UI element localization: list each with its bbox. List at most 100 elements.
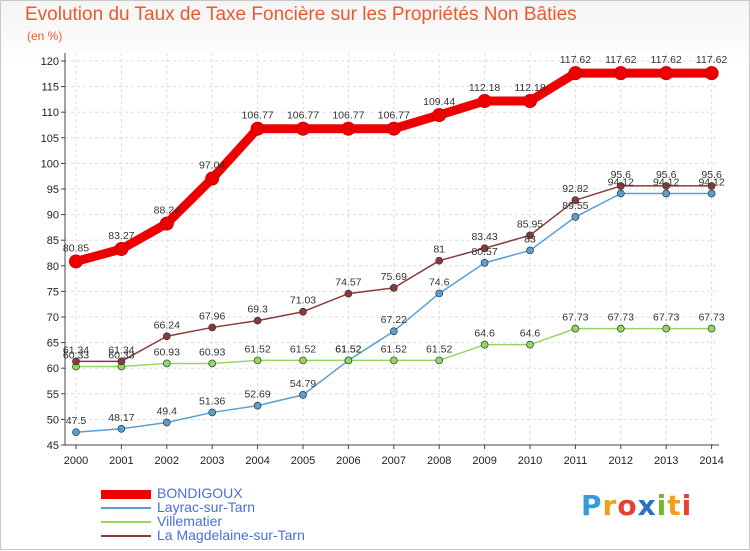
legend-label: BONDIGOUX	[157, 485, 243, 501]
y-tick-label: 95	[47, 184, 59, 196]
y-tick-label: 80	[47, 261, 59, 273]
data-point	[526, 231, 534, 240]
data-point	[344, 289, 353, 298]
data-point	[616, 324, 625, 333]
x-tick-label: 2011	[564, 455, 588, 467]
data-point	[480, 244, 489, 253]
data-label: 94.12	[653, 177, 679, 189]
data-point	[72, 428, 80, 437]
data-point	[526, 340, 534, 349]
data-label: 94.12	[608, 177, 634, 189]
x-tick-label: 2009	[472, 455, 496, 467]
legend-swatch	[101, 507, 151, 509]
x-tick-label: 2007	[382, 455, 406, 467]
data-label: 106.77	[332, 110, 364, 122]
data-label: 81	[433, 244, 445, 256]
legend-label: La Magdelaine-sur-Tarn	[157, 527, 305, 543]
logo-letter: i	[681, 489, 693, 522]
data-point	[435, 356, 444, 365]
data-label: 69.3	[247, 304, 268, 316]
data-label: 52.69	[244, 389, 270, 401]
data-label: 106.77	[242, 110, 274, 122]
data-label: 67.96	[199, 310, 225, 322]
y-tick-label: 65	[47, 338, 59, 350]
data-point	[341, 121, 356, 136]
data-label: 95.6	[656, 169, 677, 181]
data-point	[571, 324, 580, 333]
data-label: 66.24	[154, 319, 180, 331]
data-label: 54.79	[290, 378, 316, 390]
data-label: 117.62	[560, 54, 591, 66]
data-point	[296, 121, 310, 136]
logo-letter: x	[637, 489, 657, 522]
data-point	[571, 213, 580, 221]
data-point	[526, 246, 534, 255]
data-labels: 80.85 83.27 88.24 97.04 106.77 106.77 106.77 10…	[63, 54, 728, 427]
legend-swatch	[101, 535, 151, 537]
data-label: 60.93	[199, 346, 225, 358]
data-label: 61.52	[426, 343, 452, 355]
x-tick-label: 2006	[336, 455, 360, 467]
data-label: 49.4	[157, 405, 178, 417]
data-point	[205, 171, 220, 186]
y-tick-label: 55	[47, 389, 59, 401]
data-label: 60.33	[108, 350, 134, 362]
data-label: 71.03	[290, 295, 316, 307]
data-label: 112.18	[514, 82, 545, 94]
data-label: 80.85	[63, 242, 89, 254]
data-point	[568, 66, 583, 81]
x-tick-label: 2000	[64, 455, 88, 467]
data-point	[523, 94, 537, 109]
y-tick-label: 75	[47, 286, 59, 298]
data-point	[707, 182, 716, 190]
legend-label: Villematier	[157, 513, 223, 529]
data-point	[72, 357, 80, 366]
data-point	[69, 254, 83, 269]
legend-label: Layrac-sur-Tarn	[157, 499, 256, 515]
data-point	[659, 66, 674, 81]
data-label: 112.18	[469, 82, 500, 94]
data-label: 60.33	[63, 350, 89, 362]
y-tick-label: 100	[41, 158, 59, 170]
data-point	[662, 189, 671, 198]
data-label: 61.52	[381, 343, 407, 355]
legend-swatch	[101, 490, 151, 499]
data-label: 47.5	[66, 415, 87, 427]
data-point	[299, 356, 307, 365]
data-point	[386, 121, 401, 136]
logo-letter: i	[656, 489, 668, 522]
data-label: 74.57	[335, 277, 361, 289]
x-tick-label: 2014	[699, 455, 723, 467]
data-label: 80.57	[471, 246, 497, 258]
data-point	[159, 216, 174, 231]
data-label: 83.27	[108, 230, 134, 242]
chart-title: Evolution du Taux de Taxe Foncière sur l…	[25, 4, 577, 25]
x-tick-label: 2012	[609, 455, 633, 467]
data-label: 95.6	[611, 169, 632, 181]
data-label: 51.36	[199, 395, 225, 407]
x-tick-label: 2013	[654, 455, 678, 467]
x-tick-label: 2004	[245, 455, 269, 467]
data-point	[707, 324, 716, 333]
data-label: 89.55	[562, 200, 588, 212]
data-point	[707, 189, 716, 198]
data-label: 61.52	[244, 343, 270, 355]
data-label: 92.82	[562, 183, 588, 195]
data-point	[616, 189, 625, 198]
y-tick-label: 120	[41, 56, 59, 68]
data-label: 106.77	[378, 110, 410, 122]
y-axis-unit: (en %)	[27, 29, 63, 43]
data-label: 94.12	[698, 177, 724, 189]
x-tick-label: 2001	[109, 455, 133, 467]
data-point	[114, 242, 129, 257]
data-point	[477, 94, 492, 109]
data-label: 67.73	[653, 312, 679, 324]
data-point	[389, 284, 398, 292]
logo-letter: t	[667, 489, 682, 522]
data-label: 67.22	[381, 314, 407, 326]
legend-swatch	[101, 521, 151, 523]
data-label: 61.34	[108, 344, 134, 356]
data-point	[662, 182, 671, 190]
data-label: 109.44	[423, 96, 455, 108]
